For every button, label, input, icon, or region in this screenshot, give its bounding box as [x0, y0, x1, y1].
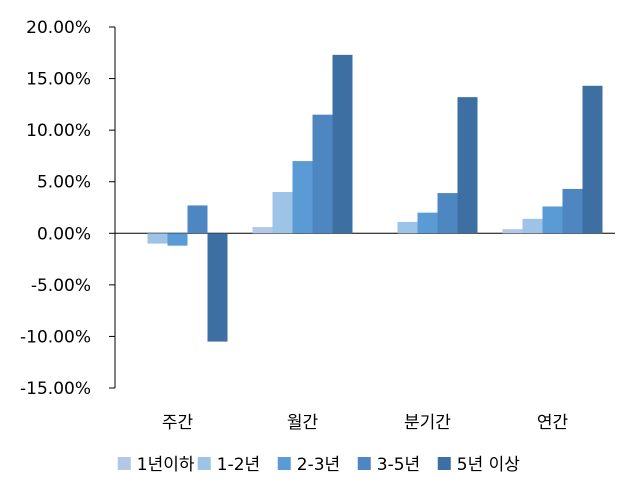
category-label: 연간 — [537, 413, 569, 433]
bar — [312, 114, 333, 234]
bar — [397, 221, 418, 234]
bar — [272, 192, 293, 234]
legend-swatch — [197, 457, 211, 470]
bar — [457, 97, 478, 234]
legend: 1년이하 1-2년 2-3년 3-5년 5년 이상 — [117, 455, 520, 475]
category-label: 월간 — [287, 413, 319, 433]
legend-label: 3-5년 — [377, 455, 420, 475]
legend-swatch — [357, 457, 371, 470]
bar — [542, 206, 563, 234]
y-tick-label: 15.00% — [26, 70, 91, 90]
legend-label: 2-3년 — [297, 455, 340, 475]
legend-swatch — [437, 457, 451, 470]
bar — [292, 161, 313, 234]
y-tick-label: -15.00% — [20, 379, 91, 399]
bar — [187, 205, 208, 234]
bar — [252, 227, 273, 234]
category-labels: 주간 월간 분기간 연간 — [162, 413, 569, 433]
y-tick-label: 20.00% — [26, 18, 91, 38]
category-label: 주간 — [162, 413, 194, 433]
legend-swatch — [277, 457, 291, 470]
bar — [332, 54, 353, 234]
category-label: 분기간 — [404, 413, 451, 433]
y-tick-label: 0.00% — [37, 224, 91, 244]
y-tick-label: 10.00% — [26, 121, 91, 141]
bar — [437, 193, 458, 234]
y-tick-label: -10.00% — [20, 327, 91, 347]
legend-swatch — [117, 457, 131, 470]
bar — [167, 233, 188, 246]
y-tick-label: 5.00% — [37, 173, 91, 193]
bars — [147, 54, 603, 342]
legend-label: 1-2년 — [217, 455, 260, 475]
bar — [207, 233, 228, 342]
bar — [522, 218, 543, 234]
y-tick-label: -5.00% — [31, 276, 91, 296]
bar — [147, 233, 168, 244]
bar — [562, 188, 583, 234]
bar — [417, 212, 438, 234]
y-tick-labels: 20.00% 15.00% 10.00% 5.00% 0.00% -5.00% -10.00… — [20, 18, 115, 399]
legend-label: 5년 이상 — [457, 455, 520, 475]
bar — [502, 229, 523, 234]
bar — [582, 85, 603, 234]
legend-label: 1년이하 — [137, 455, 195, 475]
